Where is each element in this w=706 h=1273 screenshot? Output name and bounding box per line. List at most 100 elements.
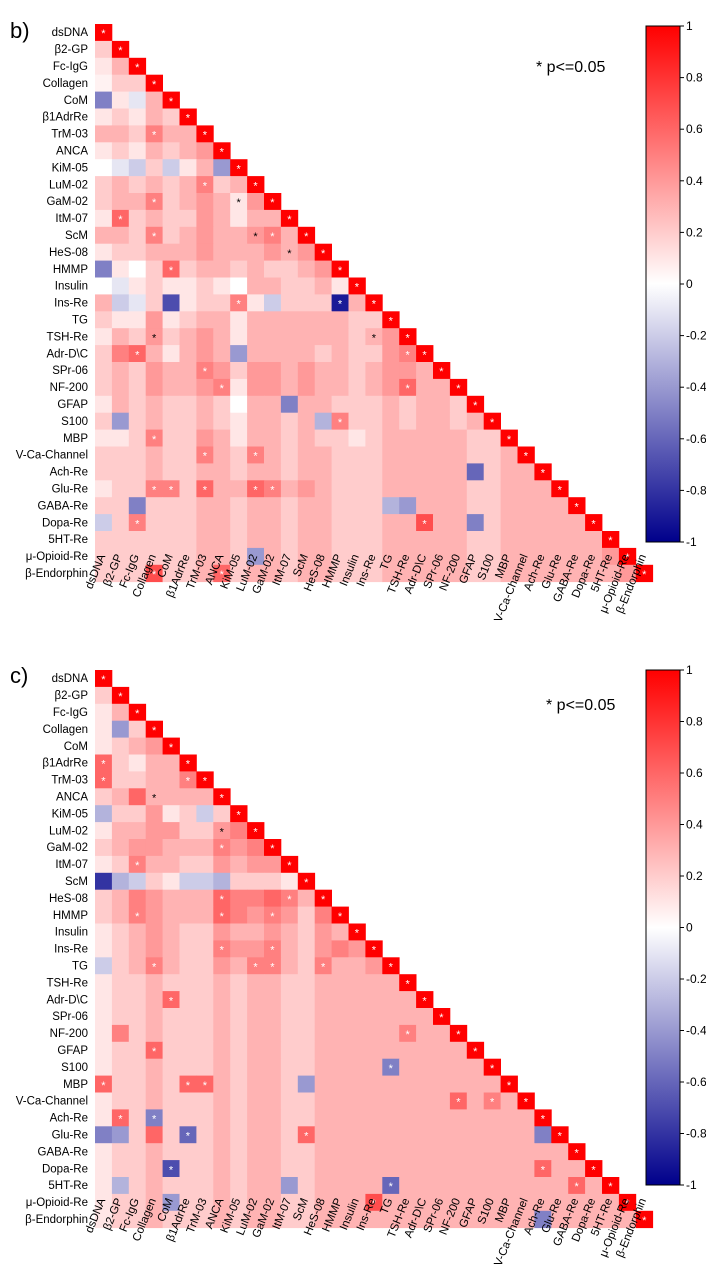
heatmap-cell bbox=[314, 1058, 332, 1076]
heatmap-cell bbox=[196, 906, 214, 924]
heatmap-cell bbox=[95, 1126, 113, 1144]
heatmap-cell bbox=[95, 362, 113, 380]
heatmap-cell bbox=[213, 991, 231, 1009]
heatmap-cell bbox=[382, 514, 400, 532]
heatmap-cell bbox=[331, 1193, 349, 1212]
heatmap-cell bbox=[128, 1143, 147, 1161]
significance-star: * bbox=[524, 451, 529, 463]
row-label: KiM-05 bbox=[52, 808, 88, 820]
heatmap-cell bbox=[264, 1024, 282, 1043]
heatmap-cell bbox=[196, 378, 214, 397]
heatmap-cell bbox=[95, 142, 113, 160]
heatmap-cell bbox=[247, 193, 265, 211]
heatmap-cell bbox=[179, 1193, 197, 1212]
row-label: β2-GP bbox=[55, 690, 89, 702]
colorbar-tick-label: 0.6 bbox=[686, 122, 703, 136]
row-label: Collagen bbox=[43, 78, 88, 90]
heatmap-cell bbox=[196, 277, 214, 295]
heatmap-cell bbox=[196, 395, 214, 414]
significance-star: * bbox=[456, 1029, 461, 1041]
heatmap-cell bbox=[500, 446, 518, 464]
heatmap-cell bbox=[280, 531, 299, 549]
significance-star: * bbox=[338, 417, 343, 429]
heatmap-cell bbox=[162, 822, 180, 840]
heatmap-cell bbox=[483, 531, 501, 549]
heatmap-cell bbox=[230, 480, 248, 498]
heatmap-cell bbox=[382, 1143, 400, 1161]
column-label: TG bbox=[378, 553, 395, 572]
heatmap-cell bbox=[145, 142, 163, 160]
heatmap-cell bbox=[111, 531, 130, 549]
heatmap-cell bbox=[348, 1177, 366, 1195]
heatmap-cell bbox=[162, 108, 180, 126]
heatmap-cell bbox=[483, 497, 501, 515]
row-label: LuM-02 bbox=[49, 179, 88, 191]
row-label: GaM-02 bbox=[46, 196, 88, 208]
heatmap-cell bbox=[213, 1210, 231, 1229]
heatmap-cell bbox=[111, 805, 130, 823]
heatmap-cell bbox=[365, 991, 383, 1009]
heatmap-cell bbox=[331, 974, 349, 992]
heatmap-cell bbox=[551, 480, 569, 498]
heatmap-cell bbox=[517, 547, 535, 566]
heatmap-cell bbox=[449, 480, 468, 498]
heatmap-cell bbox=[314, 1177, 332, 1195]
significance-star: * bbox=[372, 945, 377, 957]
significance-star: * bbox=[152, 130, 157, 142]
heatmap-cell bbox=[247, 362, 265, 380]
heatmap-cell bbox=[230, 311, 248, 329]
significance-star: * bbox=[237, 197, 242, 209]
heatmap-cell bbox=[213, 1193, 231, 1212]
heatmap-cell bbox=[602, 1177, 620, 1195]
row-label: TG bbox=[72, 314, 88, 326]
heatmap-cell bbox=[382, 531, 400, 549]
heatmap-cell bbox=[196, 176, 214, 194]
heatmap-cell bbox=[111, 686, 130, 705]
significance-star: * bbox=[220, 792, 225, 804]
heatmap-cell bbox=[264, 311, 282, 329]
heatmap-cell bbox=[247, 1008, 265, 1026]
heatmap-cell bbox=[264, 872, 282, 891]
row-label: CoM bbox=[64, 741, 88, 753]
heatmap-cell bbox=[111, 159, 130, 177]
heatmap-cell bbox=[111, 974, 130, 992]
heatmap-cell bbox=[517, 1193, 535, 1212]
heatmap-cell bbox=[179, 1041, 197, 1060]
heatmap-cell bbox=[230, 957, 248, 975]
significance-star: * bbox=[591, 518, 596, 530]
heatmap-cell bbox=[111, 1193, 130, 1212]
heatmap-cell bbox=[230, 1193, 248, 1212]
heatmap-cell bbox=[466, 395, 485, 414]
heatmap-cell bbox=[213, 429, 231, 447]
significance-star: * bbox=[101, 776, 106, 788]
heatmap-cell bbox=[247, 395, 265, 414]
significance-star: * bbox=[287, 860, 292, 872]
heatmap-cell bbox=[280, 378, 299, 397]
heatmap-cell bbox=[230, 1210, 248, 1229]
row-label: SPr-06 bbox=[52, 1011, 88, 1023]
heatmap-cell bbox=[95, 57, 113, 76]
heatmap-cell bbox=[399, 1193, 417, 1212]
significance-star: * bbox=[507, 1080, 512, 1092]
heatmap-cell bbox=[297, 294, 316, 312]
heatmap-cell bbox=[247, 378, 265, 397]
heatmap-cell bbox=[128, 193, 147, 211]
heatmap-cell bbox=[230, 1041, 248, 1060]
heatmap-cell bbox=[179, 176, 197, 194]
significance-star: * bbox=[287, 248, 292, 260]
heatmap-cell bbox=[162, 260, 180, 278]
heatmap-cell bbox=[230, 889, 248, 907]
heatmap-cell bbox=[365, 957, 383, 975]
row-label: Dopa-Re bbox=[42, 1163, 88, 1175]
heatmap-cell bbox=[314, 480, 332, 498]
heatmap-cell bbox=[111, 788, 130, 806]
row-label: V-Ca-Channel bbox=[16, 450, 88, 462]
heatmap-cell bbox=[128, 142, 147, 160]
heatmap-cell bbox=[433, 412, 451, 430]
heatmap-cell bbox=[179, 345, 197, 363]
heatmap-cell bbox=[500, 1177, 518, 1195]
colorbar-tick-label: 0.4 bbox=[686, 174, 703, 188]
heatmap-cell bbox=[348, 1143, 366, 1161]
heatmap-cell bbox=[179, 771, 197, 789]
heatmap-cell bbox=[416, 378, 434, 397]
